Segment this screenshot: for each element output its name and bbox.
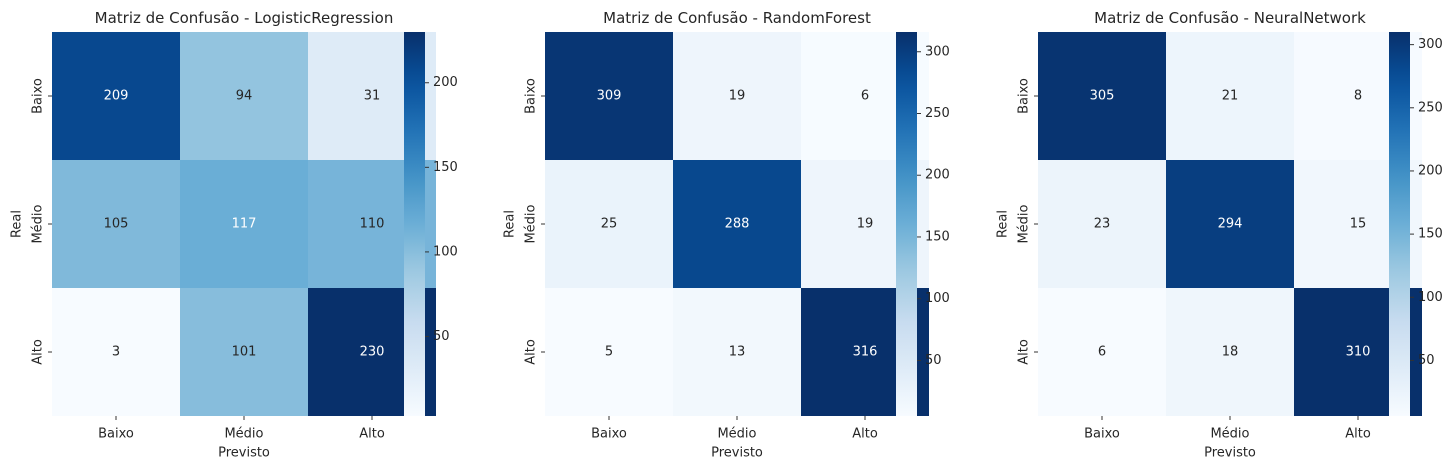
- cell-value-label: 18: [1222, 345, 1239, 360]
- heatmap-cell: [180, 32, 308, 160]
- heatmap-cell: [1166, 32, 1294, 160]
- x-tick-label: Baixo: [98, 427, 134, 442]
- heatmap-cell: [180, 288, 308, 416]
- y-tick-label: Médio: [524, 204, 539, 243]
- y-tick-label: Baixo: [31, 78, 46, 114]
- cell-value-label: 6: [861, 89, 869, 104]
- heatmap-cell: [52, 160, 180, 288]
- y-axis-label: Real: [503, 210, 518, 238]
- colorbar-tick-label: 100: [925, 291, 950, 306]
- cell-value-label: 8: [1354, 89, 1362, 104]
- colorbar-tick-label: 200: [1418, 163, 1443, 178]
- cell-value-label: 117: [232, 217, 257, 232]
- cell-value-label: 209: [104, 89, 129, 104]
- heatmap-cell: [545, 160, 673, 288]
- heatmap-cell: [673, 160, 801, 288]
- y-tick-label: Baixo: [524, 78, 539, 114]
- cell-value-label: 31: [364, 89, 381, 104]
- colorbar-tick-label: 300: [925, 44, 950, 59]
- y-axis-label: Real: [996, 210, 1011, 238]
- cell-value-label: 25: [601, 217, 618, 232]
- cell-value-label: 6: [1098, 345, 1106, 360]
- cell-value-label: 19: [729, 89, 746, 104]
- x-tick-label: Médio: [717, 427, 756, 442]
- x-tick-label: Alto: [1345, 427, 1371, 442]
- heatmap-cell: [1166, 160, 1294, 288]
- chart-title: Matriz de Confusão - LogisticRegression: [95, 9, 394, 27]
- heatmap-cell: [545, 32, 673, 160]
- heatmap-cell: [180, 160, 308, 288]
- x-axis-label: Previsto: [1204, 446, 1256, 461]
- y-tick-label: Alto: [31, 339, 46, 365]
- cell-value-label: 310: [1346, 345, 1371, 360]
- chart-title: Matriz de Confusão - NeuralNetwork: [1094, 9, 1366, 27]
- colorbar-tick-label: 50: [925, 353, 942, 368]
- colorbar-tick-label: 250: [925, 106, 950, 121]
- colorbar-tick-label: 100: [1418, 290, 1443, 305]
- cell-value-label: 94: [236, 89, 253, 104]
- heatmap-panel-2: Matriz de Confusão - RandomForest 309 19 6 2…: [503, 9, 950, 461]
- cell-value-label: 305: [1090, 89, 1115, 104]
- heatmap-cell: [673, 288, 801, 416]
- x-tick-label: Baixo: [591, 427, 627, 442]
- colorbar-tick-label: 200: [433, 75, 458, 90]
- colorbar-tick-label: 150: [433, 160, 458, 175]
- y-axis-label: Real: [10, 210, 25, 238]
- cell-value-label: 3: [112, 345, 120, 360]
- cell-value-label: 23: [1094, 217, 1111, 232]
- cell-value-label: 230: [360, 345, 385, 360]
- heatmap-cell: [545, 288, 673, 416]
- cell-value-label: 316: [853, 345, 878, 360]
- heatmap-cell: [1038, 160, 1166, 288]
- x-tick-label: Médio: [224, 427, 263, 442]
- y-tick-label: Médio: [31, 204, 46, 243]
- cell-value-label: 101: [232, 345, 257, 360]
- heatmap-cell: [52, 288, 180, 416]
- x-axis-label: Previsto: [711, 446, 763, 461]
- colorbar: [1389, 32, 1410, 416]
- colorbar-tick-label: 200: [925, 168, 950, 183]
- cell-value-label: 21: [1222, 89, 1239, 104]
- colorbar-tick-label: 150: [1418, 227, 1443, 242]
- cell-value-label: 309: [597, 89, 622, 104]
- chart-title: Matriz de Confusão - RandomForest: [603, 9, 871, 27]
- x-tick-label: Baixo: [1084, 427, 1120, 442]
- colorbar: [896, 32, 917, 416]
- cell-value-label: 288: [725, 217, 750, 232]
- x-tick-label: Alto: [359, 427, 385, 442]
- cell-value-label: 110: [360, 217, 385, 232]
- cell-value-label: 5: [605, 345, 613, 360]
- heatmap-cell: [1038, 288, 1166, 416]
- colorbar-tick-label: 100: [433, 244, 458, 259]
- colorbar: [404, 32, 425, 416]
- colorbar-tick-label: 50: [1418, 353, 1435, 368]
- cell-value-label: 105: [104, 217, 129, 232]
- colorbar-tick-label: 250: [1418, 100, 1443, 115]
- cell-value-label: 19: [857, 217, 874, 232]
- cell-value-label: 15: [1350, 217, 1367, 232]
- colorbar-tick-label: 50: [433, 329, 450, 344]
- heatmap-cell: [52, 32, 180, 160]
- y-tick-label: Alto: [1017, 339, 1032, 365]
- cell-value-label: 294: [1218, 217, 1243, 232]
- heatmap-panel-3: Matriz de Confusão - NeuralNetwork 305 21 8…: [996, 9, 1443, 461]
- colorbar-tick-label: 300: [1418, 37, 1443, 52]
- colorbar-tick-label: 150: [925, 229, 950, 244]
- y-tick-label: Alto: [524, 339, 539, 365]
- y-tick-label: Baixo: [1017, 78, 1032, 114]
- y-tick-label: Médio: [1017, 204, 1032, 243]
- x-tick-label: Médio: [1210, 427, 1249, 442]
- heatmap-panel-1: Matriz de Confusão - LogisticRegression 2…: [10, 9, 458, 461]
- x-tick-label: Alto: [852, 427, 878, 442]
- heatmap-cell: [673, 32, 801, 160]
- heatmap-cell: [1166, 288, 1294, 416]
- heatmap-cell: [1038, 32, 1166, 160]
- x-axis-label: Previsto: [218, 446, 270, 461]
- cell-value-label: 13: [729, 345, 746, 360]
